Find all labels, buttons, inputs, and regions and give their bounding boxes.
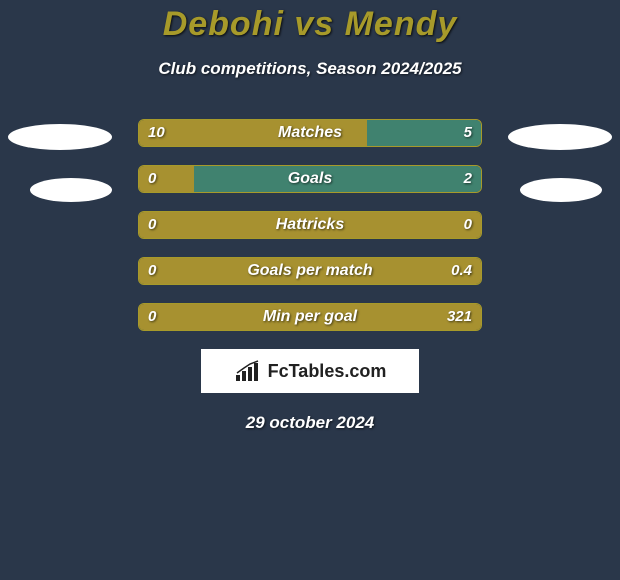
bar-right <box>194 166 481 192</box>
bar-track <box>138 211 482 239</box>
bar-left <box>139 304 481 330</box>
bar-left <box>139 166 194 192</box>
page-title: Debohi vs Mendy <box>0 5 620 44</box>
stat-row: Goals02 <box>0 165 620 193</box>
bar-track <box>138 165 482 193</box>
bar-right <box>367 120 481 146</box>
bar-track <box>138 257 482 285</box>
stat-row: Min per goal0321 <box>0 303 620 331</box>
stats-list: Matches105 Goals02 Hattricks00 Goals per ma… <box>0 119 620 331</box>
bar-left <box>139 120 367 146</box>
stat-row: Hattricks00 <box>0 211 620 239</box>
bar-left <box>139 212 481 238</box>
brand-text: FcTables.com <box>268 361 387 382</box>
brand-badge: FcTables.com <box>201 349 419 393</box>
stat-row: Goals per match00.4 <box>0 257 620 285</box>
date-label: 29 october 2024 <box>0 413 620 433</box>
brand-bars-icon <box>234 359 264 383</box>
bar-track <box>138 303 482 331</box>
subtitle: Club competitions, Season 2024/2025 <box>0 59 620 79</box>
stat-row: Matches105 <box>0 119 620 147</box>
comparison-widget: Debohi vs Mendy Club competitions, Seaso… <box>0 0 620 580</box>
bar-left <box>139 258 481 284</box>
bar-track <box>138 119 482 147</box>
